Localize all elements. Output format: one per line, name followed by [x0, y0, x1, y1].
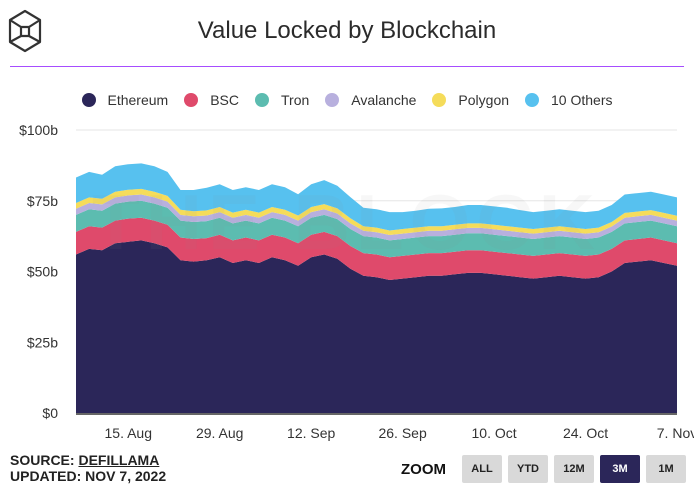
- x-tick-label: 10. Oct: [472, 425, 517, 441]
- the-block-logo-icon: [8, 9, 42, 53]
- zoom-label: ZOOM: [401, 460, 446, 478]
- x-tick-label: 12. Sep: [287, 425, 335, 441]
- legend-item-10-others[interactable]: 10 Others: [525, 92, 613, 108]
- x-tick-label: 29. Aug: [196, 425, 244, 441]
- updated-date: UPDATED: NOV 7, 2022: [10, 468, 167, 484]
- zoom-button-all[interactable]: ALL: [462, 455, 502, 483]
- source-info: SOURCE: DEFILLAMA UPDATED: NOV 7, 2022: [10, 452, 166, 484]
- legend-dot-icon: [81, 93, 96, 107]
- area-ethereum: [76, 240, 677, 413]
- legend-item-tron[interactable]: Tron: [255, 92, 309, 108]
- area-bsc: [76, 217, 677, 280]
- watermark: THE BLOCK: [92, 178, 601, 266]
- legend-dot-icon: [525, 93, 540, 107]
- chart-title: Value Locked by Blockchain: [197, 17, 497, 44]
- legend-label: BSC: [210, 92, 239, 108]
- legend-label: Tron: [281, 92, 310, 108]
- y-tick-label: $50b: [27, 264, 58, 280]
- y-tick-label: $25b: [27, 334, 58, 350]
- legend-dot-icon: [184, 93, 199, 107]
- legend-item-polygon[interactable]: Polygon: [432, 92, 509, 108]
- y-tick-label: $100b: [19, 122, 58, 138]
- legend-item-ethereum[interactable]: Ethereum: [81, 92, 169, 108]
- area-avalanche: [76, 194, 677, 241]
- legend-label: Ethereum: [107, 92, 169, 108]
- legend-dot-icon: [255, 93, 269, 107]
- legend-label: Avalanche: [351, 92, 417, 108]
- legend-dot-icon: [325, 93, 340, 107]
- stacked-area-chart: $0 $25b $50b $75b $100b THE BLOCK 15. Aug 29. A…: [19, 122, 694, 441]
- legend-dot-icon: [432, 93, 447, 107]
- x-tick-label: 15. Aug: [105, 425, 153, 441]
- x-tick-label: 26. Sep: [378, 425, 426, 441]
- legend-item-bsc[interactable]: BSC: [184, 92, 239, 108]
- source-prefix: SOURCE:: [10, 452, 79, 468]
- zoom-button-ytd[interactable]: YTD: [508, 455, 548, 483]
- chart-legend: Ethereum BSC Tron Avalanche Polygon 10 Others: [0, 92, 694, 108]
- title-divider: [10, 66, 684, 67]
- x-tick-label: 24. Oct: [563, 425, 608, 441]
- legend-label: Polygon: [458, 92, 510, 108]
- y-tick-label: $75b: [27, 193, 58, 209]
- area-tron: [76, 200, 677, 258]
- area-10-others: [76, 163, 677, 231]
- zoom-button-3m[interactable]: 3M: [600, 455, 640, 483]
- legend-label: 10 Others: [551, 92, 613, 108]
- source-link[interactable]: DEFILLAMA: [78, 452, 160, 468]
- y-tick-label: $0: [42, 405, 58, 421]
- legend-item-avalanche[interactable]: Avalanche: [325, 92, 416, 108]
- x-tick-label: 7. Nov: [657, 425, 694, 441]
- zoom-button-1m[interactable]: 1M: [646, 455, 686, 483]
- zoom-button-12m[interactable]: 12M: [554, 455, 594, 483]
- area-polygon: [76, 188, 677, 235]
- zoom-controls: ZOOM ALL YTD 12M 3M 1M: [401, 455, 686, 483]
